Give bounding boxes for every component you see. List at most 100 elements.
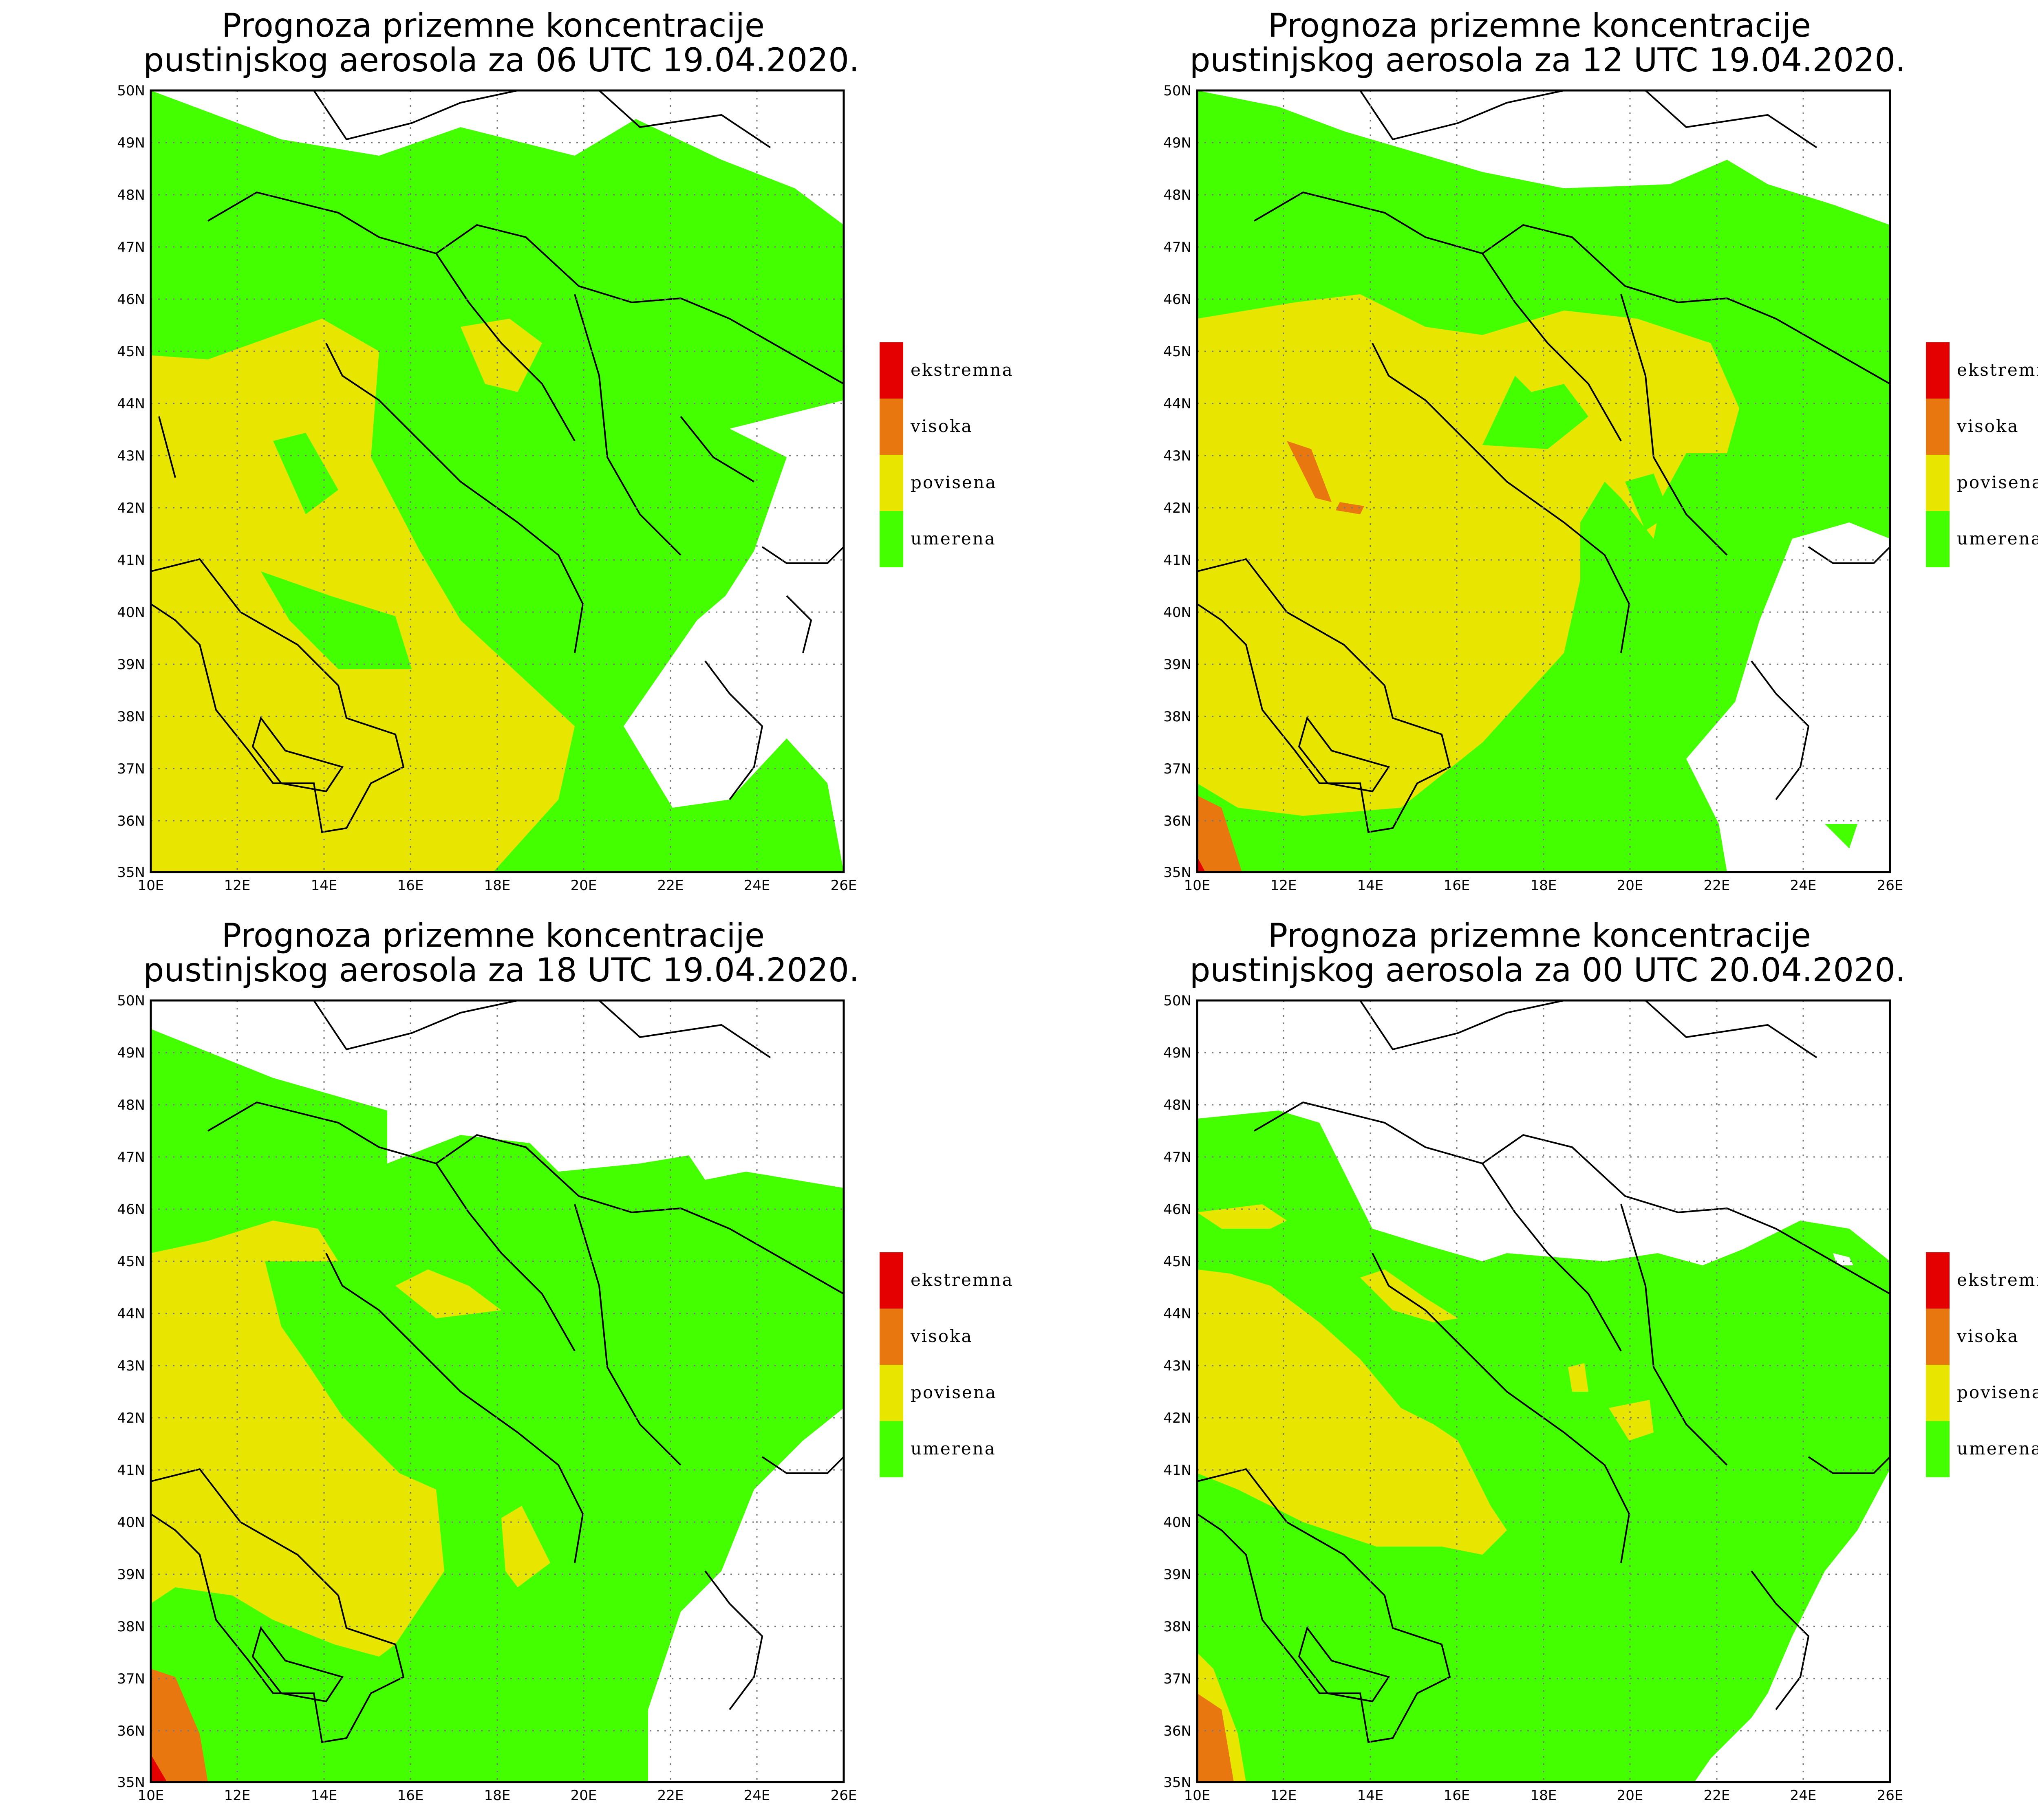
svg-text:47N: 47N (117, 1149, 145, 1166)
svg-text:37N: 37N (1163, 1671, 1191, 1687)
svg-text:10E: 10E (138, 877, 164, 894)
legend-swatch-visoka (1926, 1309, 1950, 1365)
svg-text:10E: 10E (1184, 1787, 1211, 1804)
map-frame (150, 999, 845, 1783)
svg-text:37N: 37N (1163, 761, 1191, 777)
legend-swatch-visoka (880, 1309, 903, 1365)
lat-axis: 50N 49N 48N 47N 46N 45N 44N 43N 42N 41N … (117, 993, 145, 1791)
svg-text:43N: 43N (1163, 1358, 1191, 1374)
svg-text:20E: 20E (571, 877, 597, 894)
legend-label: povisena (1957, 472, 2038, 492)
legend-label: visoka (910, 416, 973, 436)
svg-text:26E: 26E (831, 1787, 857, 1804)
svg-text:49N: 49N (117, 1045, 145, 1061)
legend-label: umerena (1957, 1439, 2038, 1459)
legend-label: visoka (910, 1326, 973, 1346)
legend-label: ekstremna (1957, 1270, 2038, 1290)
legend-swatch-ekstremna (1926, 342, 1950, 399)
svg-text:48N: 48N (117, 187, 145, 203)
map-panel-06utc: Prognoza prizemne koncentracije pustinjs… (0, 0, 1043, 909)
svg-text:41N: 41N (1163, 1462, 1191, 1478)
map-frame (1196, 999, 1891, 1783)
svg-text:47N: 47N (1163, 1149, 1191, 1166)
legend-swatch-umerena (1926, 511, 1950, 567)
svg-text:43N: 43N (1163, 448, 1191, 464)
panel-title-line1: Prognoza prizemne koncentracije (1268, 7, 1811, 44)
svg-text:35N: 35N (117, 864, 145, 881)
svg-text:38N: 38N (117, 1619, 145, 1635)
map-svg: Prognoza prizemne koncentracije pustinjs… (117, 7, 1014, 894)
svg-text:39N: 39N (1163, 1567, 1191, 1583)
svg-text:16E: 16E (397, 877, 424, 894)
concentration-fill (1197, 90, 1890, 872)
svg-text:26E: 26E (1877, 877, 1903, 894)
legend-swatch-povisena (1926, 1365, 1950, 1421)
svg-text:49N: 49N (1163, 135, 1191, 151)
svg-text:14E: 14E (1357, 1787, 1384, 1804)
legend: ekstremna visoka povisena umerena (1926, 1252, 2038, 1477)
legend-label: povisena (911, 1382, 997, 1402)
svg-text:45N: 45N (117, 1254, 145, 1270)
panel-title-line2: pustinjskog aerosola za 00 UTC 20.04.202… (1190, 951, 1906, 989)
svg-text:46N: 46N (117, 1201, 145, 1218)
svg-text:37N: 37N (117, 1671, 145, 1687)
map-frame (150, 89, 845, 873)
svg-text:26E: 26E (831, 877, 857, 894)
legend-swatch-umerena (880, 511, 903, 567)
svg-text:45N: 45N (1163, 344, 1191, 360)
map-svg: Prognoza prizemne koncentracije pustinjs… (117, 917, 1012, 1804)
map-panel-12utc: Prognoza prizemne koncentracije pustinjs… (1046, 0, 2038, 909)
legend-label: ekstremna (911, 360, 1014, 380)
legend-label: ekstremna (1957, 360, 2038, 380)
coastlines-borders (150, 1000, 845, 1743)
svg-text:45N: 45N (117, 344, 145, 360)
svg-text:47N: 47N (1163, 239, 1191, 256)
svg-text:47N: 47N (117, 239, 145, 256)
svg-text:38N: 38N (1163, 709, 1191, 725)
svg-text:38N: 38N (1163, 1619, 1191, 1635)
panel-title-line2: pustinjskog aerosola za 06 UTC 19.04.202… (143, 41, 860, 79)
panel-title-line2: pustinjskog aerosola za 18 UTC 19.04.202… (143, 951, 860, 989)
legend-label: umerena (1957, 529, 2038, 549)
svg-text:50N: 50N (1163, 83, 1191, 99)
legend-label: povisena (1957, 1382, 2038, 1402)
lat-axis: 50N 49N 48N 47N 46N 45N 44N 43N 42N 41N … (117, 83, 145, 881)
lat-axis: 50N 49N 48N 47N 46N 45N 44N 43N 42N 41N … (1163, 83, 1191, 881)
map-panel-18utc: Prognoza prizemne koncentracije pustinjs… (0, 910, 1043, 1819)
svg-text:16E: 16E (397, 1787, 424, 1804)
panel-title-line1: Prognoza prizemne koncentracije (222, 7, 765, 44)
svg-text:39N: 39N (117, 1567, 145, 1583)
svg-text:24E: 24E (1790, 1787, 1817, 1804)
legend-label: umerena (911, 1439, 996, 1459)
map-panel-00utc: Prognoza prizemne koncentracije pustinjs… (1046, 910, 2038, 1819)
svg-text:40N: 40N (117, 1514, 145, 1531)
legend-swatch-povisena (880, 1365, 903, 1421)
svg-text:20E: 20E (571, 1787, 597, 1804)
svg-text:40N: 40N (1163, 1514, 1191, 1531)
svg-text:35N: 35N (117, 1774, 145, 1791)
svg-text:50N: 50N (117, 83, 145, 99)
legend-swatch-visoka (1926, 399, 1950, 455)
legend: ekstremna visoka povisena umerena (1926, 342, 2038, 567)
coastlines-borders (1196, 1000, 1891, 1743)
legend-swatch-ekstremna (880, 342, 903, 399)
svg-text:42N: 42N (1163, 500, 1191, 516)
svg-text:36N: 36N (117, 813, 145, 829)
svg-text:14E: 14E (311, 1787, 337, 1804)
svg-text:38N: 38N (117, 709, 145, 725)
svg-text:40N: 40N (1163, 604, 1191, 621)
panel-title-line1: Prognoza prizemne koncentracije (1268, 917, 1811, 954)
svg-text:36N: 36N (117, 1723, 145, 1739)
svg-text:49N: 49N (117, 135, 145, 151)
svg-text:14E: 14E (1357, 877, 1384, 894)
lon-axis: 10E 12E 14E 16E 18E 20E 22E 24E 26E (138, 877, 857, 894)
svg-text:36N: 36N (1163, 813, 1191, 829)
svg-text:49N: 49N (1163, 1045, 1191, 1061)
svg-text:22E: 22E (1704, 1787, 1730, 1804)
svg-text:44N: 44N (117, 396, 145, 412)
legend-swatch-umerena (1926, 1421, 1950, 1477)
svg-text:10E: 10E (138, 1787, 164, 1804)
svg-text:46N: 46N (1163, 291, 1191, 308)
legend: ekstremna visoka povisena umerena (880, 342, 1014, 567)
svg-text:50N: 50N (1163, 993, 1191, 1009)
